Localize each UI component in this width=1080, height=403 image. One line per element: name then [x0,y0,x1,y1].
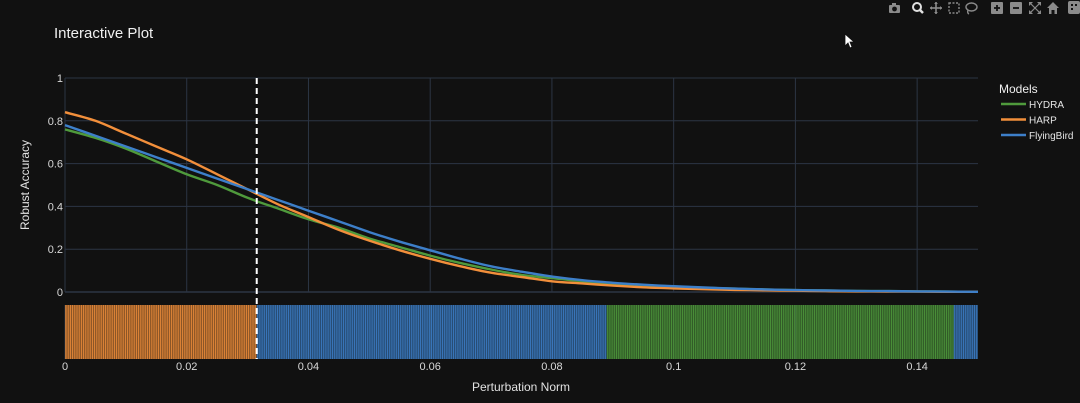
x-tick-label: 0.04 [298,361,319,373]
series-line-hydra [64,128,979,293]
zoom-icon[interactable] [912,2,924,14]
zoom-in-icon[interactable] [991,2,1003,14]
legend-label-hydra: HYDRA [1029,100,1064,111]
y-tick-label: 0.8 [48,116,63,128]
home-icon[interactable] [1047,2,1059,14]
y-axis-label: Robust Accuracy [18,140,32,230]
y-tick-label: 1 [57,73,63,85]
x-tick-labels: 0 0.02 0.04 0.06 0.08 0.1 0.12 0.14 [62,361,928,373]
lasso-select-icon[interactable] [965,2,978,15]
series-line-harp [64,111,978,294]
x-tick-label: 0.06 [419,361,440,373]
x-tick-label: 0.14 [906,361,927,373]
x-tick-label: 0.08 [541,361,562,373]
modebar [880,0,1080,16]
pan-icon[interactable] [930,2,942,14]
strip-hatch-flyingbird [954,305,978,359]
y-tick-label: 0.4 [48,201,63,213]
y-tick-label: 0 [57,287,63,299]
modebar-icons [889,1,1080,15]
series-lines [64,111,979,294]
x-tick-label: 0.12 [785,361,806,373]
series-line-flyingbird [64,123,979,293]
x-tick-label: 0.02 [176,361,197,373]
chart-title: Interactive Plot [54,25,154,42]
best-model-strip [65,305,978,359]
y-tick-label: 0.6 [48,159,63,171]
x-axis-label: Perturbation Norm [472,380,570,394]
strip-hatch-harp [65,305,256,359]
legend-items: HYDRA HARP FlyingBird [1001,100,1073,142]
legend-label-flyingbird: FlyingBird [1029,131,1073,142]
mouse-cursor-icon [844,33,856,49]
camera-icon[interactable] [889,3,900,13]
x-tick-label: 0.1 [666,361,681,373]
legend: Models HYDRA HARP FlyingBird [999,82,1073,142]
x-tick-label: 0 [62,361,68,373]
y-tick-labels: 0 0.2 0.4 0.6 0.8 1 [48,73,63,299]
box-select-icon[interactable] [948,2,960,14]
strip-hatch-hydra [607,305,954,359]
y-tick-label: 0.2 [48,244,63,256]
strip-segment-hydra [606,305,954,359]
legend-label-harp: HARP [1029,116,1057,127]
zoom-out-icon[interactable] [1010,2,1022,14]
plotly-logo-icon[interactable] [1068,1,1080,14]
legend-title: Models [999,82,1038,96]
autoscale-icon[interactable] [1029,2,1041,14]
